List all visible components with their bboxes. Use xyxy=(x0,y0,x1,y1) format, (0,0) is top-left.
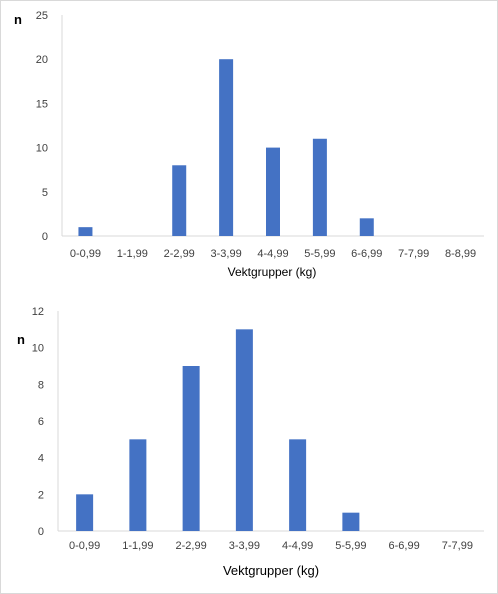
y-tick-label: 4 xyxy=(38,453,44,465)
x-tick-label: 4-4,99 xyxy=(257,248,288,260)
y-tick-label: 2 xyxy=(38,489,44,501)
x-tick-label: 5-5,99 xyxy=(335,540,366,552)
y-axis-label: n xyxy=(14,12,22,27)
chart-bottom: n 0 2 4 6 8 10 12 0-0,99 1-1,99 2-2,99 3-3,99 4-4,… xyxy=(0,296,498,594)
chart-bottom-svg: n 0 2 4 6 8 10 12 0-0,99 1-1,99 2-2,99 3-3,99 4-4,… xyxy=(0,296,498,594)
y-tick-label: 5 xyxy=(42,187,48,199)
chart-top: n 0 5 10 15 20 25 0-0,99 1-1,99 2-2,99 3-3,99 4-4… xyxy=(0,0,498,294)
bar-3-3,99 xyxy=(219,59,233,236)
y-tick-label: 8 xyxy=(38,379,44,391)
y-tick-label: 10 xyxy=(36,143,48,155)
bar-5-5,99 xyxy=(313,139,327,236)
y-tick-label: 0 xyxy=(42,231,48,243)
bar-6-6,99 xyxy=(360,218,374,236)
y-axis-label: n xyxy=(17,332,25,347)
bar-4-4,99 xyxy=(289,439,306,531)
x-tick-label: 2-2,99 xyxy=(176,540,207,552)
bar-0-0,99 xyxy=(78,227,92,236)
x-tick-label: 2-2,99 xyxy=(164,248,195,260)
x-tick-label: 1-1,99 xyxy=(122,540,153,552)
chart-top-svg: n 0 5 10 15 20 25 0-0,99 1-1,99 2-2,99 3-3,99 4-4… xyxy=(0,0,498,294)
x-tick-label: 5-5,99 xyxy=(304,248,335,260)
x-tick-label: 8-8,99 xyxy=(445,248,476,260)
y-tick-label: 20 xyxy=(36,54,48,66)
y-tick-label: 25 xyxy=(36,10,48,22)
bar-2-2,99 xyxy=(172,165,186,236)
x-tick-label: 1-1,99 xyxy=(117,248,148,260)
x-tick-label: 7-7,99 xyxy=(442,540,473,552)
x-axis-label: Vektgrupper (kg) xyxy=(223,563,319,578)
bar-3-3,99 xyxy=(236,329,253,531)
bar-2-2,99 xyxy=(183,366,200,531)
y-tick-label: 10 xyxy=(32,343,44,355)
x-tick-label: 6-6,99 xyxy=(389,540,420,552)
x-tick-label: 3-3,99 xyxy=(211,248,242,260)
x-tick-label: 7-7,99 xyxy=(398,248,429,260)
y-tick-label: 15 xyxy=(36,98,48,110)
x-axis-label: Vektgrupper (kg) xyxy=(228,265,317,279)
x-tick-label: 3-3,99 xyxy=(229,540,260,552)
x-tick-label: 6-6,99 xyxy=(351,248,382,260)
bar-5-5,99 xyxy=(342,513,359,531)
y-tick-label: 6 xyxy=(38,416,44,428)
y-tick-label: 0 xyxy=(38,526,44,538)
y-tick-label: 12 xyxy=(32,306,44,318)
bar-0-0,99 xyxy=(76,494,93,531)
x-tick-label: 4-4,99 xyxy=(282,540,313,552)
bar-4-4,99 xyxy=(266,148,280,236)
x-tick-label: 0-0,99 xyxy=(69,540,100,552)
bar-1-1,99 xyxy=(129,439,146,531)
x-tick-label: 0-0,99 xyxy=(70,248,101,260)
